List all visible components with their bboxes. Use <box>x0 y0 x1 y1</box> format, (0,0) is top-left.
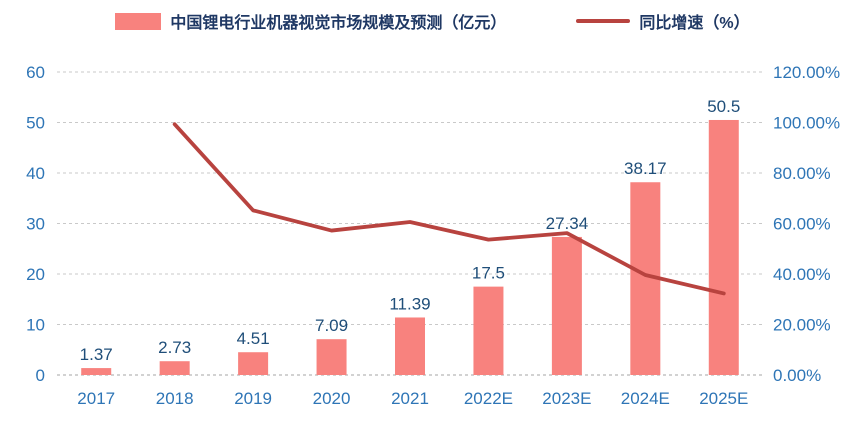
y-axis-tick-label: 10 <box>26 316 45 335</box>
y2-axis-tick-label: 60.00% <box>773 215 831 234</box>
bar <box>159 361 190 375</box>
bar <box>395 317 425 375</box>
y2-axis-tick-label: 0.00% <box>773 366 821 385</box>
x-axis-label: 2018 <box>156 389 194 408</box>
bar-value-label: 4.51 <box>237 329 270 348</box>
y-axis-tick-label: 50 <box>26 114 45 133</box>
bar <box>708 119 739 375</box>
bar-series-swatch <box>115 12 162 30</box>
bar <box>238 352 269 375</box>
y-axis-tick-label: 40 <box>26 164 45 183</box>
x-axis-label: 2023E <box>542 389 591 408</box>
bar-series-label: 中国锂电行业机器视觉市场规模及预测（亿元） <box>170 15 507 32</box>
bar <box>316 339 347 375</box>
legend-item-line-series: 同比增速（%） <box>576 9 750 33</box>
bar-value-label: 1.37 <box>80 345 113 364</box>
growth-line <box>172 122 726 296</box>
x-axis-label: 2024E <box>621 389 670 408</box>
bar-value-label: 7.09 <box>315 316 348 335</box>
x-axis-label: 2025E <box>699 389 748 408</box>
line-series-swatch <box>576 18 631 24</box>
bar-value-label: 11.39 <box>389 294 430 313</box>
y-axis-tick-label: 60 <box>26 63 45 82</box>
x-axis-label: 2019 <box>234 389 272 408</box>
bar <box>551 236 582 375</box>
x-axis-label: 2020 <box>313 389 351 408</box>
bar-value-label: 50.5 <box>707 97 740 116</box>
x-axis-label: 2017 <box>77 389 115 408</box>
x-axis-label: 2021 <box>391 389 429 408</box>
bar-value-label: 38.17 <box>624 159 667 178</box>
y-axis-tick-label: 0 <box>36 366 45 385</box>
y2-axis-tick-label: 100.00% <box>773 114 840 133</box>
bar-value-label: 2.73 <box>158 338 191 357</box>
y-axis-tick-label: 20 <box>26 265 45 284</box>
legend: 中国锂电行业机器视觉市场规模及预测（亿元） 同比增速（%） <box>0 8 865 34</box>
y2-axis-tick-label: 80.00% <box>773 164 831 183</box>
bar-value-label: 17.5 <box>472 264 505 283</box>
bar-value-label: 27.34 <box>546 214 589 233</box>
line-series-label: 同比增速（%） <box>639 15 750 32</box>
y2-axis-tick-label: 120.00% <box>773 63 840 82</box>
y-axis-tick-label: 30 <box>26 215 45 234</box>
bar <box>473 286 504 375</box>
legend-item-bar-series: 中国锂电行业机器视觉市场规模及预测（亿元） <box>115 9 506 33</box>
bar <box>81 368 112 375</box>
y2-axis-tick-label: 40.00% <box>773 265 831 284</box>
x-axis-label: 2022E <box>464 389 513 408</box>
y2-axis-tick-label: 20.00% <box>773 316 831 335</box>
